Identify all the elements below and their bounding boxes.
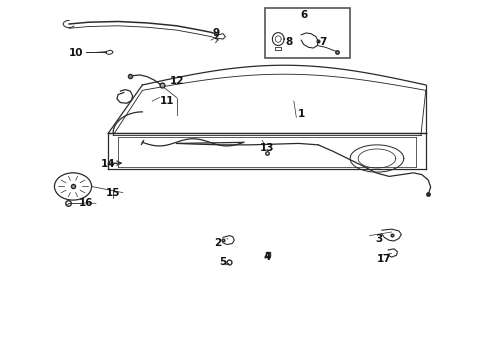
Text: 16: 16 — [79, 198, 94, 208]
Text: 10: 10 — [69, 48, 84, 58]
Text: 13: 13 — [260, 143, 274, 153]
Text: 17: 17 — [377, 254, 392, 264]
Text: 4: 4 — [263, 252, 270, 262]
Text: 15: 15 — [106, 188, 121, 198]
Text: 6: 6 — [300, 10, 307, 20]
Text: 2: 2 — [215, 238, 222, 248]
Text: 12: 12 — [170, 76, 184, 86]
Text: 7: 7 — [319, 37, 327, 47]
Text: 11: 11 — [160, 96, 174, 106]
Text: 8: 8 — [285, 37, 293, 47]
Text: 14: 14 — [101, 159, 116, 169]
Text: 3: 3 — [376, 234, 383, 244]
Text: 5: 5 — [220, 257, 227, 267]
Text: 9: 9 — [212, 28, 219, 38]
Text: 1: 1 — [297, 109, 305, 119]
